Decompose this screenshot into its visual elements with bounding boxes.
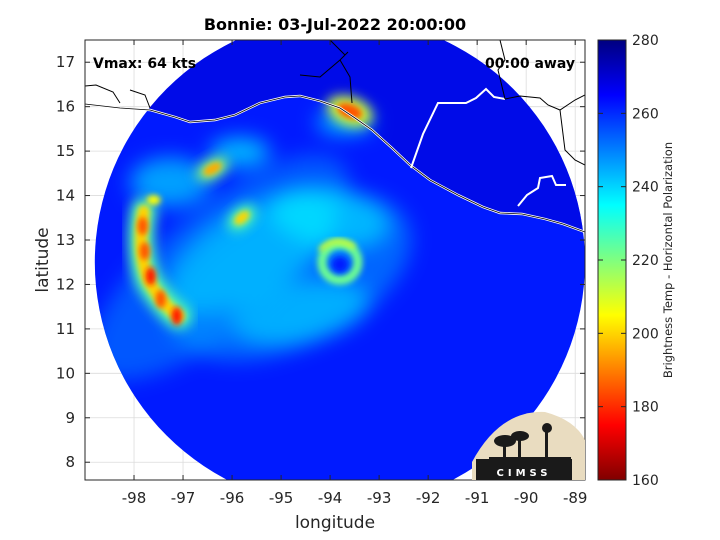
cimss-logo: CIMSS <box>472 411 585 480</box>
x-tick-label: -93 <box>367 489 392 507</box>
western-rainband <box>128 198 192 330</box>
state-borders <box>85 40 585 166</box>
colorbar-tick-label: 280 <box>632 33 659 49</box>
colorbar-label: Brightness Temp - Horizontal Polarizatio… <box>661 142 675 378</box>
x-tick-label: -95 <box>269 489 294 507</box>
x-tick-label: -89 <box>563 489 588 507</box>
y-tick-label: 9 <box>65 409 75 427</box>
convective-cell <box>155 290 166 309</box>
x-tick-label: -90 <box>514 489 539 507</box>
vmax-annotation: Vmax: 64 kts <box>93 56 196 72</box>
colorbar-tick-label: 240 <box>632 180 659 196</box>
colorbar-ticks: 160 180 200 220 240 260 280 <box>598 33 659 489</box>
time-away-annotation: 00:00 away <box>485 56 575 72</box>
x-axis-label: longitude <box>295 513 375 533</box>
y-tick-label: 16 <box>56 98 75 116</box>
x-tick-label: -92 <box>416 489 441 507</box>
country-border-2 <box>517 174 566 207</box>
land-region <box>94 40 585 232</box>
convective-cell <box>203 162 222 176</box>
y-axis: 8 9 10 11 12 13 14 15 16 17 <box>56 53 585 471</box>
y-tick-label: 12 <box>56 275 75 293</box>
spiral-bands <box>94 110 412 380</box>
convective-cell <box>139 242 150 261</box>
colorbar-tick-label: 260 <box>632 106 659 122</box>
colorbar-tick-label: 160 <box>632 473 659 489</box>
x-tick-label: -96 <box>220 489 245 507</box>
x-axis: -98 -97 -96 -95 -94 -93 -92 -91 -90 -89 <box>122 40 588 507</box>
colorbar: 160 180 200 220 240 260 280 Brightness Temp - … <box>597 33 675 489</box>
colorbar-tick-label: 220 <box>632 253 659 269</box>
convective-cell <box>145 267 156 286</box>
map-lines <box>85 40 585 234</box>
x-tick-label: -98 <box>122 489 147 507</box>
x-tick-label: -94 <box>318 489 343 507</box>
coastline-shadow <box>85 95 585 233</box>
rainband-blob <box>270 185 390 249</box>
y-tick-label: 14 <box>56 187 75 205</box>
brightness-features <box>94 40 585 380</box>
eyewall-arc <box>318 238 357 253</box>
y-tick-label: 11 <box>56 320 75 338</box>
storm-eye <box>331 256 348 273</box>
convective-cell <box>234 210 250 225</box>
y-tick-label: 8 <box>65 453 75 471</box>
y-tick-label: 10 <box>56 364 75 382</box>
colorbar-tick-label: 180 <box>632 400 659 416</box>
x-tick-label: -91 <box>465 489 490 507</box>
colorbar-tick-label: 200 <box>632 326 659 342</box>
country-border <box>410 87 506 169</box>
convective-cell <box>171 307 182 326</box>
convective-cell <box>137 217 148 236</box>
chart-title: Bonnie: 03-Jul-2022 20:00:00 <box>204 15 466 34</box>
convective-cell <box>146 195 161 205</box>
rainband-blob <box>129 157 210 208</box>
x-tick-label: -97 <box>171 489 196 507</box>
eyewall-ring <box>317 239 363 285</box>
swath-image <box>94 40 585 480</box>
y-axis-label: latitude <box>33 227 53 292</box>
y-tick-label: 15 <box>56 142 75 160</box>
convective-cell <box>337 103 363 120</box>
y-tick-label: 13 <box>56 231 75 249</box>
axes-box <box>84 39 586 481</box>
y-tick-label: 17 <box>56 53 75 71</box>
cimss-logo-text: CIMSS <box>497 468 552 479</box>
